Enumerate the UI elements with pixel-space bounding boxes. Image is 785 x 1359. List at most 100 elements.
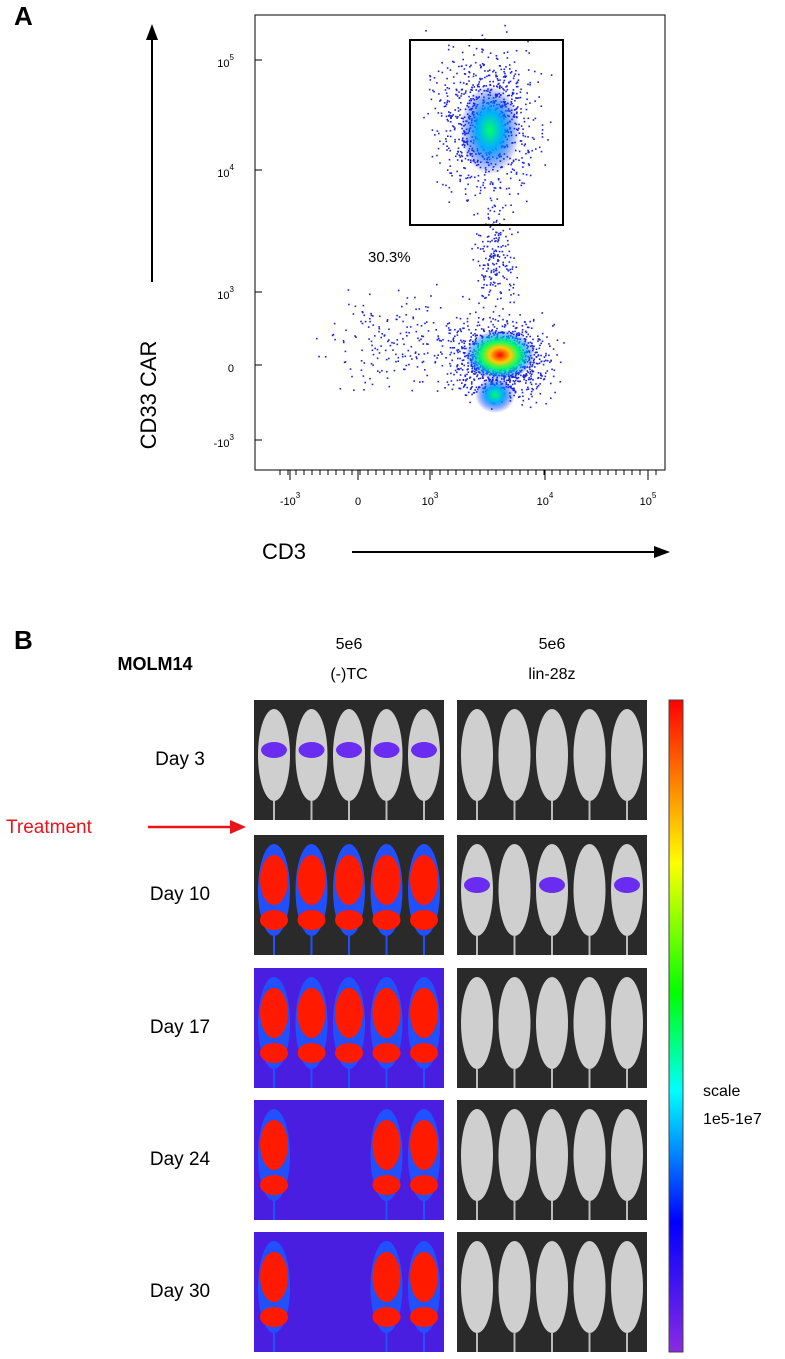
event-dot xyxy=(554,391,556,394)
event-dot xyxy=(449,365,452,367)
event-dot xyxy=(486,284,488,286)
event-dot xyxy=(464,188,467,190)
event-dot xyxy=(509,177,512,180)
event-dot xyxy=(521,391,524,394)
event-dot xyxy=(493,326,496,328)
x-axis-label: CD3 xyxy=(262,539,306,564)
event-dot xyxy=(460,339,462,342)
event-dot xyxy=(515,321,518,324)
event-dot xyxy=(469,339,472,341)
event-dot xyxy=(386,320,389,322)
event-dot xyxy=(496,75,498,78)
event-dot xyxy=(530,390,533,393)
event-dot xyxy=(483,283,485,286)
event-dot xyxy=(498,213,500,215)
event-dot xyxy=(426,374,428,377)
signal xyxy=(410,1175,438,1195)
event-dot xyxy=(368,338,370,340)
event-dot xyxy=(471,381,473,383)
event-dot xyxy=(486,236,489,238)
event-dot xyxy=(497,178,500,181)
event-dot xyxy=(445,105,447,107)
event-dot xyxy=(519,91,522,93)
event-dot xyxy=(355,336,357,338)
event-dot xyxy=(514,390,517,393)
event-dot xyxy=(482,275,485,278)
event-dot xyxy=(538,347,541,350)
event-dot xyxy=(471,371,473,373)
event-dot xyxy=(492,183,494,186)
event-dot xyxy=(492,281,495,284)
event-dot xyxy=(461,347,463,350)
event-dot xyxy=(535,348,538,351)
gate xyxy=(409,39,564,226)
event-dot xyxy=(534,366,536,368)
event-dot xyxy=(550,382,552,385)
event-dot xyxy=(389,344,392,347)
event-dot xyxy=(484,70,486,72)
event-dot xyxy=(473,378,475,380)
event-dot xyxy=(487,235,490,238)
event-dot xyxy=(537,81,539,83)
event-dot xyxy=(529,378,532,381)
event-dot xyxy=(456,117,458,119)
event-dot xyxy=(515,97,517,99)
mouse xyxy=(611,1241,643,1333)
event-dot xyxy=(543,356,546,358)
event-dot xyxy=(443,102,446,104)
signal xyxy=(297,855,326,905)
event-dot xyxy=(520,184,523,187)
event-dot xyxy=(527,386,529,389)
event-dot xyxy=(492,284,494,286)
event-dot xyxy=(395,360,397,363)
mouse xyxy=(498,1241,531,1333)
event-dot xyxy=(436,339,439,341)
event-dot xyxy=(510,163,512,166)
event-dot xyxy=(438,132,440,135)
event-dot xyxy=(548,354,550,357)
event-dot xyxy=(370,362,373,365)
tick-exponent: 4 xyxy=(230,163,235,172)
event-dot xyxy=(498,256,501,258)
event-dot xyxy=(516,81,518,84)
event-dot xyxy=(489,255,491,258)
event-dot xyxy=(458,368,460,371)
event-dot xyxy=(531,364,534,366)
event-dot xyxy=(437,335,439,337)
event-dot xyxy=(495,250,498,253)
event-dot xyxy=(506,85,508,87)
event-dot xyxy=(458,154,461,156)
event-dot xyxy=(521,143,523,145)
mouse xyxy=(498,977,531,1069)
event-dot xyxy=(499,187,502,190)
event-dot xyxy=(481,274,483,276)
signal xyxy=(260,855,288,905)
event-dot xyxy=(461,155,464,158)
event-dot xyxy=(542,363,545,366)
event-dot xyxy=(456,95,459,97)
event-dot xyxy=(436,154,438,157)
event-dot xyxy=(512,159,515,162)
event-dot xyxy=(466,373,468,376)
event-dot xyxy=(391,341,393,344)
event-dot xyxy=(479,77,481,80)
event-dot xyxy=(553,323,555,326)
event-dot xyxy=(483,250,485,253)
event-dot xyxy=(378,326,380,328)
event-dot xyxy=(453,373,455,376)
event-dot xyxy=(493,204,496,207)
event-dot xyxy=(539,372,542,375)
event-dot xyxy=(492,70,494,73)
event-dot xyxy=(480,66,482,69)
event-dot xyxy=(532,338,534,341)
event-dot xyxy=(410,345,413,348)
mouse xyxy=(611,709,643,801)
event-dot xyxy=(397,356,400,359)
event-dot xyxy=(455,89,458,92)
tick-exponent: 3 xyxy=(230,285,235,294)
event-dot xyxy=(484,179,486,181)
event-dot xyxy=(423,353,426,355)
event-dot xyxy=(529,372,531,375)
event-dot xyxy=(437,70,440,73)
event-dot xyxy=(482,240,484,243)
